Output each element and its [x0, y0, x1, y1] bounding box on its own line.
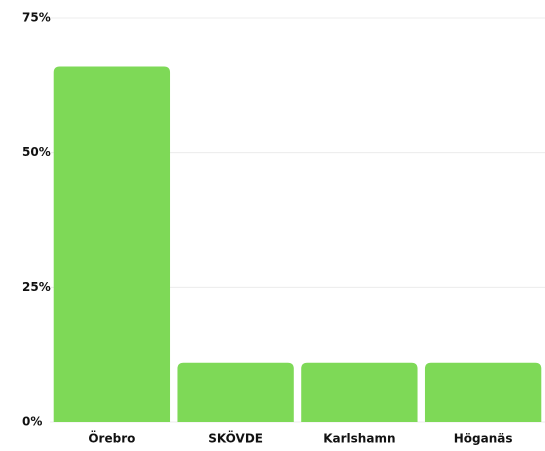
x-tick-label: SKÖVDE [208, 431, 263, 446]
bar [424, 362, 542, 422]
x-tick-label: Örebro [88, 431, 135, 446]
x-tick-label: Karlshamn [323, 432, 395, 446]
bar [301, 362, 418, 422]
y-tick-label: 75% [22, 11, 51, 25]
y-tick-label: 50% [22, 145, 51, 159]
x-tick-label: Höganäs [454, 432, 513, 446]
bar [177, 362, 294, 422]
y-tick-label: 25% [22, 280, 51, 294]
bar [53, 66, 171, 422]
y-tick-label: 0% [22, 415, 42, 429]
